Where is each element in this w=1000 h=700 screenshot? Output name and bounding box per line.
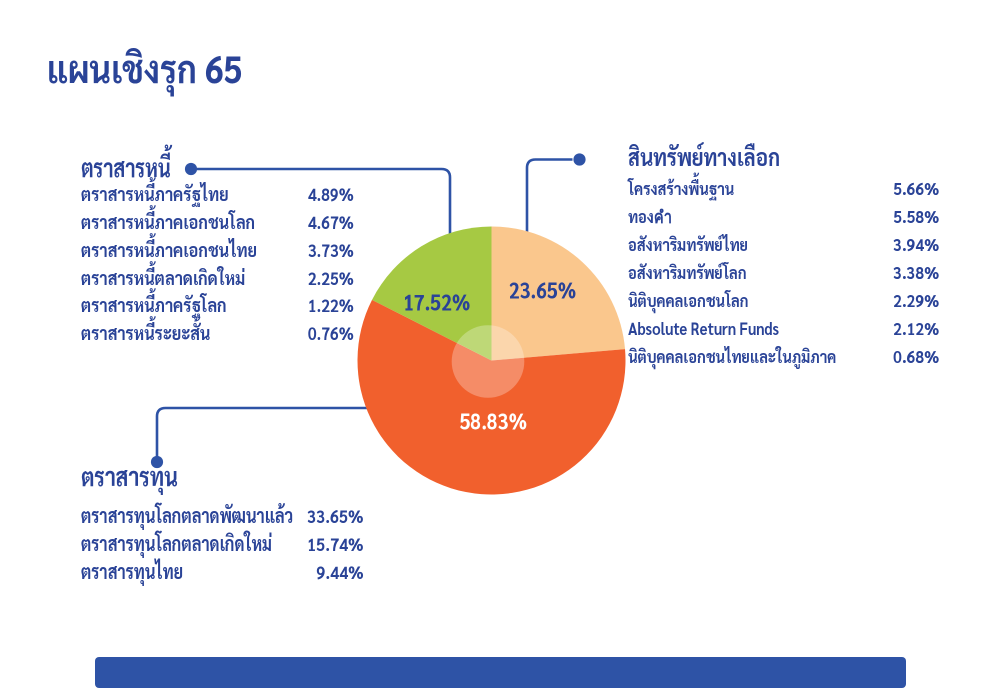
allocation-row: ตราสารหนี้ภาคเอกชนโลก 4.67% [81, 209, 354, 237]
allocation-row: ตราสารหนี้ภาครัฐโลก 1.22% [81, 292, 354, 320]
allocation-label: อสังหาริมทรัพย์ไทย [628, 234, 749, 257]
allocation-label: ตราสารทุนโลกตลาดพัฒนาแล้ว [80, 500, 293, 528]
connector-dots [150, 153, 586, 469]
allocation-value: 2.25% [307, 266, 354, 290]
allocation-value: 33.65% [306, 504, 363, 528]
allocation-row: ตราสารทุนโลกตลาดเกิดใหม่ 15.74% [81, 529, 363, 557]
allocation-value: 1.22% [307, 294, 354, 318]
allocation-row: นิติบุคคลเอกชนโลก 2.29% [628, 286, 939, 314]
allocation-value: 0.76% [307, 322, 354, 346]
allocation-label: ตราสารหนี้ระยะสั้น [80, 321, 210, 346]
pie-labels: 23.65% 58.83% 17.52% [403, 275, 576, 435]
allocation-label: ตราสารหนี้ภาคเอกชนไทย [80, 237, 257, 262]
allocation-label: ทองคำ [628, 205, 672, 228]
allocation-row: ตราสารหนี้ภาคเอกชนไทย 3.73% [81, 237, 354, 265]
pie-slice [357, 299, 626, 495]
pie-slice [491, 226, 626, 361]
page-title: แผนเชิงรุก 65 [47, 42, 243, 92]
allocation-row: ตราสารหนี้ระยะสั้น 0.76% [81, 320, 354, 348]
alternative-assets-list: โครงสร้างพื้นฐาน 5.66% ทองคำ 5.58% อสังหาริม… [628, 174, 939, 371]
dot-equity [150, 455, 164, 469]
equity-header: ตราสารทุน [80, 459, 178, 492]
pie-center-overlay [451, 325, 525, 398]
allocation-label: ตราสารทุนไทย [80, 557, 183, 585]
allocation-value: 4.67% [307, 210, 354, 234]
fixed-income-header: ตราสารหนี้ [80, 150, 171, 184]
allocation-label: ตราสารหนี้ภาครัฐโลก [80, 293, 227, 318]
allocation-label: ตราสารทุนโลกตลาดเกิดใหม่ [80, 528, 272, 556]
allocation-label: นิติบุคคลเอกชนไทยและในภูมิภาค [628, 346, 837, 369]
allocation-value: 0.68% [893, 345, 940, 368]
connector-lines [155, 158, 573, 458]
allocation-value: 2.12% [893, 317, 940, 340]
allocation-value: 3.94% [893, 233, 940, 256]
allocation-row: ตราสารหนี้ตลาดเกิดใหม่ 2.25% [81, 265, 354, 293]
pie-slices [357, 226, 626, 495]
allocation-value: 2.29% [893, 289, 940, 312]
allocation-label: Absolute Return Funds [628, 318, 780, 341]
allocation-label: ตราสารหนี้ภาคเอกชนโลก [80, 209, 255, 234]
dot-fixed-income [184, 162, 198, 176]
dot-alternative-assets [573, 153, 586, 166]
allocation-label: ตราสารหนี้ตลาดเกิดใหม่ [80, 265, 245, 290]
allocation-row: นิติบุคคลเอกชนไทยและในภูมิภาค 0.68% [628, 342, 939, 370]
allocation-label: นิติบุคคลเอกชนโลก [628, 290, 749, 313]
allocation-row: โครงสร้างพื้นฐาน 5.66% [628, 174, 939, 202]
allocation-label: อสังหาริมทรัพย์โลก [628, 262, 747, 285]
allocation-label: โครงสร้างพื้นฐาน [628, 177, 735, 200]
allocation-row: ตราสารทุนโลกตลาดพัฒนาแล้ว 33.65% [81, 501, 363, 529]
allocation-row: อสังหาริมทรัพย์โลก 3.38% [628, 258, 939, 286]
allocation-row: Absolute Return Funds 2.12% [628, 314, 939, 342]
pie-slice [372, 226, 492, 361]
allocation-value: 9.44% [315, 561, 363, 585]
pie-slice-label: 58.83% [460, 406, 527, 435]
connector-alternative-assets [525, 158, 573, 248]
allocation-value: 4.89% [307, 182, 354, 206]
allocation-value: 3.38% [893, 261, 940, 284]
allocation-row: ตราสารหนี้ภาครัฐไทย 4.89% [81, 181, 354, 209]
connector-equity [155, 406, 385, 458]
allocation-value: 5.66% [893, 176, 940, 199]
allocation-row: ทองคำ 5.58% [628, 202, 939, 230]
allocation-row: อสังหาริมทรัพย์ไทย 3.94% [628, 230, 939, 258]
footer-bar [95, 656, 906, 688]
allocation-value: 15.74% [306, 532, 363, 556]
pie-slice-label: 23.65% [509, 275, 576, 304]
allocation-label: ตราสารหนี้ภาครัฐไทย [80, 181, 228, 206]
equity-list: ตราสารทุนโลกตลาดพัฒนาแล้ว 33.65% ตราสารทุน… [81, 501, 363, 586]
allocation-row: ตราสารทุนไทย 9.44% [81, 557, 363, 585]
connector-fixed-income [197, 167, 452, 248]
allocation-value: 3.73% [307, 238, 354, 262]
fixed-income-list: ตราสารหนี้ภาครัฐไทย 4.89% ตราสารหนี้ภาคเอก… [81, 181, 354, 348]
alternative-assets-header: สินทรัพย์ทางเลือก [628, 141, 780, 173]
pie-slice-label: 17.52% [403, 287, 470, 316]
allocation-value: 5.58% [893, 204, 940, 227]
